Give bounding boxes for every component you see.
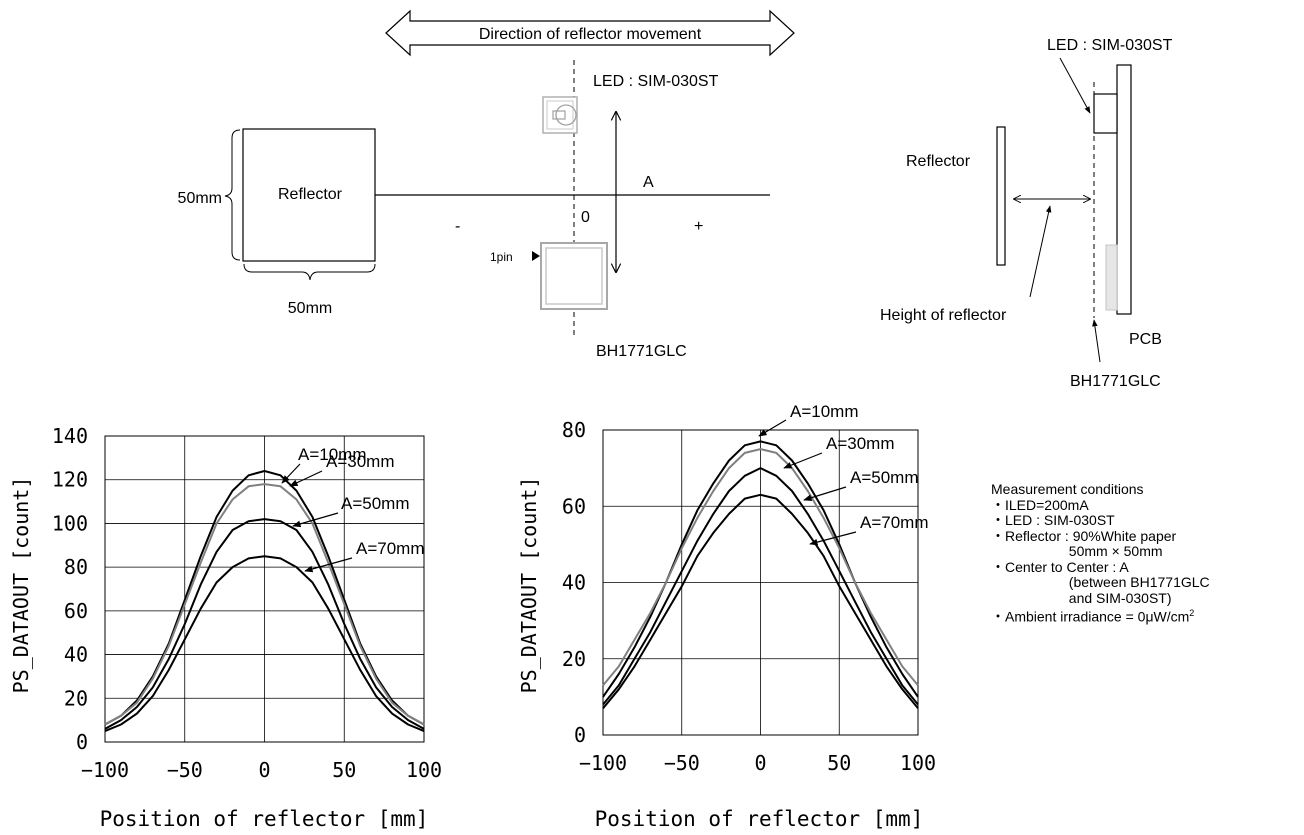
sensor-label: BH1771GLC	[596, 343, 687, 360]
led-label: LED : SIM-030ST	[593, 73, 719, 90]
series-line-3	[104, 518, 425, 730]
sensor-pointer-arrow	[1092, 319, 1101, 363]
side-view-diagram: LED : SIM-030ST Reflector Height of refl…	[880, 37, 1173, 390]
side-sensor-label: BH1771GLC	[1070, 373, 1161, 390]
series-label-arrow	[758, 419, 787, 437]
height-dimension: 50mm	[178, 190, 222, 207]
series-label-arrow	[281, 463, 301, 484]
condition-line: ・Reflector : 90%White paper	[991, 527, 1177, 544]
y-tick-label: 60	[562, 494, 586, 518]
y-tick-label: 140	[52, 424, 88, 448]
y-tick-label: 20	[562, 647, 586, 671]
side-sensor-body	[1105, 244, 1118, 311]
y-axis-label: PS_DATAOUT [count]	[517, 477, 541, 694]
chart-1: −100 −50 0 50 100 0 20 40 60 80 100 120 140 Position…	[9, 424, 442, 831]
series-label: A=70mm	[860, 513, 929, 532]
series-line-1	[602, 440, 919, 698]
x-tick-label: 100	[406, 758, 442, 782]
x-tick-label: −50	[167, 758, 203, 782]
side-reflector-label: Reflector	[906, 153, 971, 170]
x-tick-label: −50	[664, 751, 700, 775]
series-line-2	[104, 483, 425, 726]
condition-line: ・LED : SIM-030ST	[991, 512, 1115, 528]
height-brace	[224, 129, 241, 261]
height-pointer	[1029, 205, 1052, 298]
series-label: A=50mm	[850, 468, 919, 487]
chart-2: −100 −50 0 50 100 0 20 40 60 80 Position of refle…	[517, 402, 936, 831]
condition-line: 50mm × 50mm	[991, 543, 1163, 559]
measurement-conditions: Measurement conditions ・ILED=200mA ・LED …	[991, 481, 1301, 625]
reflector-box	[242, 128, 376, 262]
y-tick-label: 0	[574, 723, 586, 747]
minus-label: -	[455, 218, 460, 235]
side-led-body	[1093, 93, 1118, 134]
series-label: A=70mm	[356, 539, 425, 558]
y-tick-label: 20	[64, 686, 88, 710]
series-label-arrow	[289, 470, 323, 487]
y-tick-label: 40	[562, 571, 586, 595]
height-of-reflector-label: Height of reflector	[880, 307, 1007, 324]
series-label-arrow	[809, 531, 857, 546]
direction-label: Direction of reflector movement	[479, 26, 702, 43]
series-line-3	[602, 467, 919, 706]
conditions-title: Measurement conditions	[991, 481, 1144, 497]
series-label-arrow	[783, 452, 823, 469]
x-tick-label: 0	[754, 751, 766, 775]
series-label: A=30mm	[826, 434, 895, 453]
y-tick-label: 100	[52, 511, 88, 535]
y-tick-label: 40	[64, 643, 88, 667]
x-tick-label: 100	[900, 751, 936, 775]
led-pointer-arrow	[1059, 57, 1091, 114]
sensor-package-icon	[540, 242, 608, 310]
series-line-2	[602, 448, 919, 687]
x-axis-label: Position of reflector [mm]	[100, 807, 429, 831]
side-led-label: LED : SIM-030ST	[1047, 37, 1173, 54]
y-tick-label: 0	[76, 730, 88, 754]
series-label: A=30mm	[326, 452, 395, 471]
series-line-4	[104, 555, 425, 733]
direction-double-arrow	[385, 9, 795, 57]
side-reflector	[996, 126, 1006, 266]
zero-label: 0	[581, 209, 590, 226]
series-label-arrow	[304, 557, 353, 573]
condition-ambient: ・Ambient irradiance = 0μW/cm2	[991, 608, 1195, 625]
width-brace	[243, 263, 376, 281]
series-label-arrow	[292, 512, 339, 528]
y-tick-label: 120	[52, 468, 88, 492]
plus-label: +	[694, 218, 703, 235]
condition-line: ・Center to Center : A	[991, 558, 1129, 575]
x-tick-label: −100	[579, 751, 627, 775]
movement-diagram: Direction of reflector movement LED : SI…	[178, 9, 795, 360]
x-tick-label: 50	[332, 758, 356, 782]
pcb-board	[1116, 64, 1132, 315]
reflector-label: Reflector	[278, 186, 343, 203]
x-tick-label: 50	[827, 751, 851, 775]
led-package-icon	[542, 96, 578, 134]
series-label: A=10mm	[790, 402, 859, 421]
series-line-4	[602, 493, 919, 709]
series-label: A=50mm	[341, 494, 410, 513]
axis-a-label: A	[643, 174, 654, 191]
condition-line: and SIM-030ST)	[991, 589, 1172, 606]
x-axis-label: Position of reflector [mm]	[595, 807, 924, 831]
x-tick-label: 0	[258, 758, 270, 782]
y-tick-label: 80	[562, 418, 586, 442]
pcb-label: PCB	[1129, 331, 1162, 348]
pin-label: 1pin	[490, 250, 513, 264]
condition-line: ・ILED=200mA	[991, 496, 1089, 513]
y-tick-label: 80	[64, 555, 88, 579]
series-label: A=10mm	[298, 445, 367, 464]
series-label-arrow	[803, 486, 847, 501]
width-dimension: 50mm	[288, 300, 332, 317]
condition-line: (between BH1771GLC	[991, 574, 1210, 590]
pin-marker-icon	[532, 251, 540, 261]
y-tick-label: 60	[64, 599, 88, 623]
x-tick-label: −100	[81, 758, 129, 782]
y-axis-label: PS_DATAOUT [count]	[9, 477, 33, 694]
